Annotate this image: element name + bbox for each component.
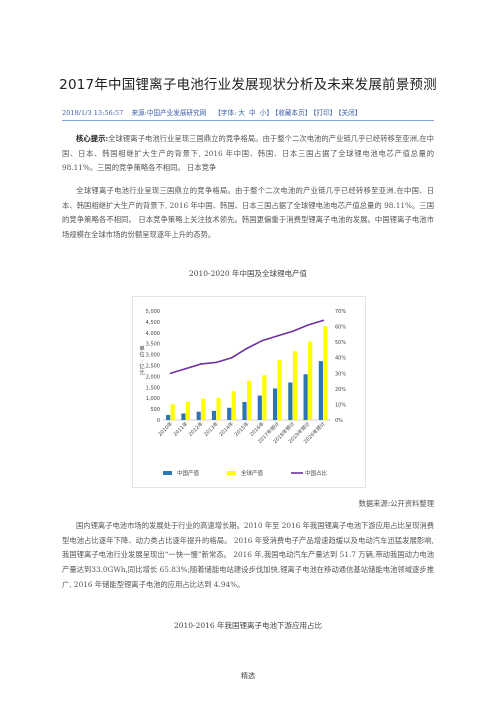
y-left-tick-label: 3,500 [146,342,160,348]
font-medium-link[interactable]: 中 [249,109,256,117]
y-right-tick-label: 20% [335,387,346,393]
favorite-link[interactable]: 【收藏本页】 [274,109,312,117]
bar-china [303,374,308,420]
bar-china [166,414,171,420]
bar-china [181,413,186,420]
y-left-tick-label: 500 [150,407,160,413]
page-title: 2017年中国锂离子电池行业发展现状分析及未来发展前景预测 [59,77,437,93]
print-link[interactable]: 【打印】 [313,109,337,117]
bar-china [318,361,323,420]
body-paragraph-1: 全球锂离子电池行业呈现三国鼎立的竞争格局。由于整个二次电池的产业链几乎已经转移至… [62,184,434,243]
bar-global [292,351,297,420]
y-right-tick-label: 30% [335,371,346,377]
y-right-tick-label: 60% [335,325,346,331]
x-tick-label: 2011年 [172,420,189,437]
line-china-share [170,319,324,375]
line-point [200,363,202,365]
line-point [185,367,187,370]
chart-1-source: 数据来源:公开资料整理 [358,499,434,508]
publish-date: 2018/1/3 13:56:57 [62,109,124,117]
article-meta-bar: 2018/1/3 13:56:57 来源:中国产业发展研究网 【字体: 大 中 小… [62,107,434,121]
line-point [322,319,325,322]
font-size-label: 【字体: [214,109,237,117]
summary-paragraph: 核心提示:全球锂离子电池行业呈现三国鼎立的竞争格局。由于整个二次电池的产业链几乎… [62,132,434,176]
chart-2-title: 2010-2016 年我国锂离子电池下游应用占比 [173,621,323,630]
legend-label: 中国占比 [305,469,328,477]
y-left-tick-label: 1,500 [146,385,160,391]
bar-china [288,382,293,420]
y-right-tick-label: 40% [335,356,346,362]
bar-china [211,410,217,420]
y-left-tick-label: 5,000 [146,309,160,315]
legend-swatch [227,471,236,475]
x-tick-label: 2015年 [233,420,250,437]
x-tick-label: 2013年 [202,420,219,437]
y-left-tick-label: 0 [157,418,160,424]
body-paragraph-1-text: 全球锂离子电池行业呈现三国鼎立的竞争格局。由于整个二次电池的产业链几乎已经转移至… [62,186,434,240]
bar-global [247,380,252,420]
bar-global [201,398,206,420]
legend-label: 全球产值 [241,469,264,477]
chart-1-frame: 0 500 1,000 1,500 2,000 2,500 3,000 3,500 4,000 4… [132,296,366,488]
bar-global [231,391,236,420]
chart-1-title: 2010-2020 年中国及全球锂电产值 [188,269,308,278]
bar-global [323,326,328,420]
body-paragraph-2: 国内锂离子电池市场的发展处于行业的高速增长期。2010 年至 2016 年我国锂… [62,519,434,593]
y-right-tick-label: 50% [335,340,346,346]
chart-1: 0 500 1,000 1,500 2,000 2,500 3,000 3,500 4,000 4… [139,309,346,477]
y-left-tick-label: 4,000 [146,331,160,337]
bar-china [257,395,262,420]
y-left-tick-label: 4,500 [146,320,160,326]
close-link[interactable]: 【关闭】 [338,109,362,117]
y-right-tick-label: 70% [335,309,346,315]
page-footer: 精选 [241,672,255,680]
bar-global [308,341,313,420]
line-point [246,347,248,350]
y-right-tick-label: 0% [335,418,343,424]
y-right-tick-label: 10% [335,402,346,408]
bar-china [227,407,232,420]
x-tick-label: 2012年 [187,420,204,437]
font-large-link[interactable]: 大 [238,109,245,117]
legend-label: 中国产值 [177,469,200,477]
line-point [230,356,233,359]
line-point [169,372,172,375]
font-small-link[interactable]: 小】 [259,109,273,117]
bar-global [277,360,282,420]
y-left-tick-label: 3,000 [146,353,160,359]
line-point [261,339,264,342]
line-point [215,361,218,364]
line-point [292,330,294,333]
article-source: 来源:中国产业发展研究网 [131,109,207,117]
line-point [276,335,279,337]
bar-global [262,375,267,420]
bar-global [170,404,175,420]
x-tick-label: 2014年 [218,420,235,437]
y-left-tick-label: 1,000 [146,396,160,402]
summary-label: 核心提示: [76,134,109,143]
body-paragraph-2-text: 国内锂离子电池市场的发展处于行业的高速增长期。2010 年至 2016 年我国锂… [62,521,434,589]
bar-global [185,401,191,420]
summary-text: 全球锂离子电池行业呈现三国鼎立的竞争格局。由于整个二次电池的产业链几乎已经转移至… [62,134,434,173]
line-point [307,324,309,326]
bar-china [196,411,201,420]
legend-swatch [163,471,172,475]
bar-global [216,397,221,420]
bar-china [242,401,247,420]
bar-china [272,388,278,420]
y-axis-label: 单位:亿元 [139,345,145,377]
y-left-tick-label: 2,500 [146,364,160,370]
y-left-tick-label: 2,000 [146,374,160,380]
